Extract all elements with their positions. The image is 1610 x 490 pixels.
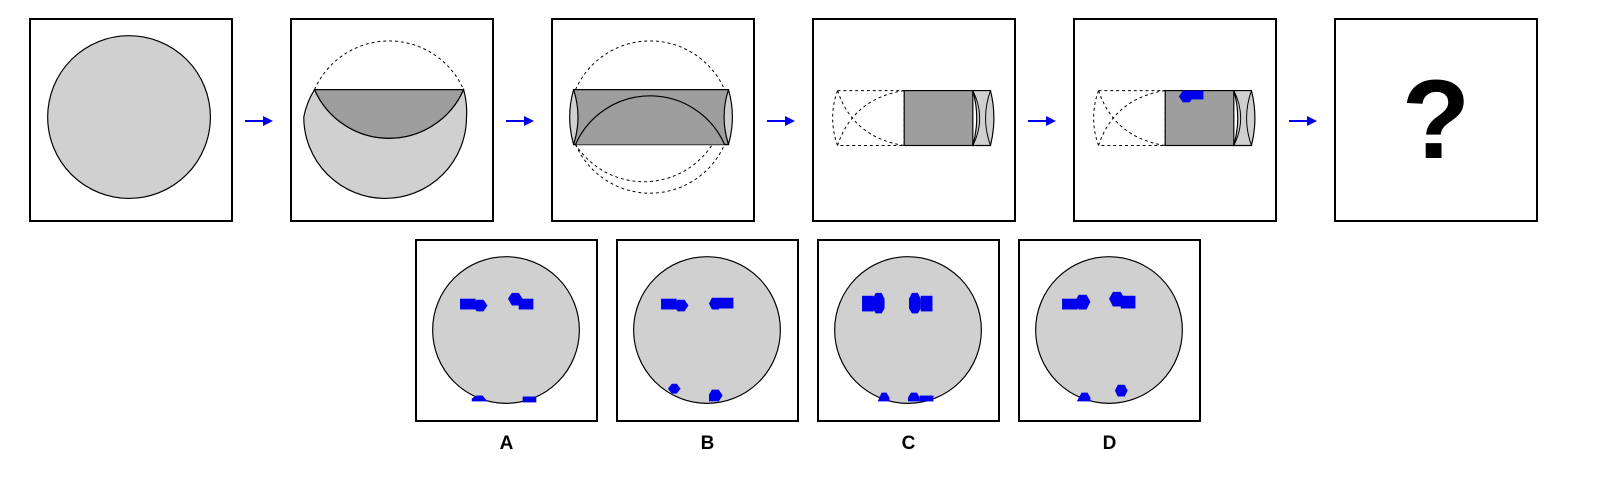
hexagon-hole <box>708 389 723 402</box>
square-hole <box>661 298 677 310</box>
square-hole <box>1189 90 1204 100</box>
option-b-unfolded <box>633 256 781 404</box>
option-c-label[interactable]: C <box>901 433 916 454</box>
right-arrow-icon <box>1028 114 1056 128</box>
step-4-panel <box>812 18 1016 222</box>
option-b-label[interactable]: B <box>700 433 715 454</box>
hexagon-hole <box>872 292 885 314</box>
answer-placeholder-panel: ? <box>1334 18 1538 222</box>
hexagon-hole <box>1074 294 1091 310</box>
square-hole <box>718 297 734 309</box>
option-d-panel[interactable] <box>1018 239 1201 422</box>
hexagon-hole <box>1076 392 1091 402</box>
step-3-panel <box>551 18 755 222</box>
option-a-panel[interactable] <box>415 239 598 422</box>
hexagon-hole <box>908 292 921 314</box>
step-2-panel <box>290 18 494 222</box>
option-c-unfolded <box>834 256 982 404</box>
step-1-panel <box>29 18 233 222</box>
step-5-punched <box>1093 90 1256 147</box>
hexagon-hole <box>472 299 488 312</box>
step-4-left-fold <box>832 90 995 147</box>
right-arrow-icon <box>1289 114 1317 128</box>
square-hole <box>1062 298 1078 310</box>
step-3-bottom-fold <box>569 40 733 194</box>
right-arrow-icon <box>767 114 795 128</box>
hexagon-hole <box>877 392 890 402</box>
square-hole <box>518 298 534 310</box>
square-hole <box>862 295 874 312</box>
option-d-label[interactable]: D <box>1102 433 1117 454</box>
option-a-label[interactable]: A <box>499 433 514 454</box>
hexagon-hole <box>673 299 689 312</box>
hexagon-hole <box>908 392 920 402</box>
step-2-top-fold <box>303 40 468 199</box>
square-hole <box>919 395 934 402</box>
option-c-panel[interactable] <box>817 239 1000 422</box>
hexagon-hole <box>471 395 488 402</box>
square-hole <box>1120 295 1136 309</box>
right-arrow-icon <box>506 114 534 128</box>
square-hole <box>920 295 933 312</box>
right-arrow-icon <box>245 114 273 128</box>
hexagon-hole <box>667 383 681 394</box>
option-b-panel[interactable] <box>616 239 799 422</box>
hexagon-hole <box>1114 384 1128 397</box>
hexagon-hole <box>708 297 722 310</box>
option-d-unfolded <box>1035 256 1183 404</box>
option-a-unfolded <box>432 256 580 404</box>
step-5-panel <box>1073 18 1277 222</box>
square-hole <box>460 298 476 310</box>
question-mark: ? <box>1401 57 1471 182</box>
punched-holes <box>1178 90 1204 103</box>
square-hole <box>522 396 537 403</box>
step-1-unfolded-circle <box>47 35 211 200</box>
